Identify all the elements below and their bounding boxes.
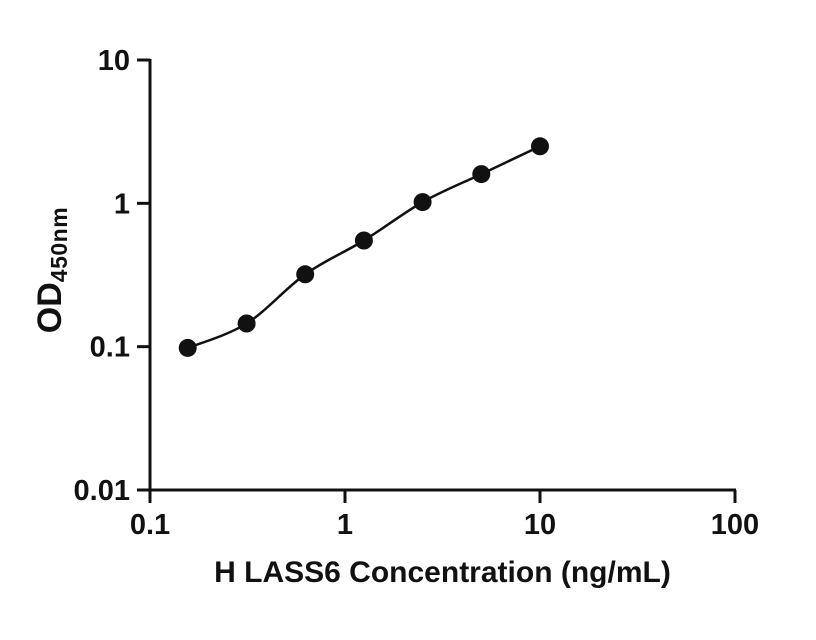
y-axis-title-main: OD bbox=[31, 282, 69, 334]
data-point bbox=[531, 137, 549, 156]
x-tick-label: 1 bbox=[337, 509, 353, 541]
x-tick-label: 100 bbox=[711, 509, 759, 541]
x-axis-title: H LASS6 Concentration (ng/mL) bbox=[214, 556, 671, 589]
y-tick-label: 1 bbox=[114, 188, 130, 220]
data-point bbox=[472, 165, 491, 184]
data-point bbox=[178, 338, 197, 357]
y-axis-title: OD450nm bbox=[31, 207, 73, 333]
data-point bbox=[413, 193, 432, 212]
x-tick-label: 10 bbox=[524, 509, 556, 541]
y-tick-label: 10 bbox=[98, 45, 130, 77]
y-axis-title-subscript: 450nm bbox=[46, 206, 72, 283]
data-point bbox=[296, 265, 315, 284]
y-tick-label: 0.1 bbox=[90, 332, 130, 364]
x-tick-label: 0.1 bbox=[130, 509, 170, 541]
data-point bbox=[354, 231, 373, 250]
y-tick-label: 0.01 bbox=[74, 475, 130, 507]
data-point bbox=[237, 314, 256, 333]
